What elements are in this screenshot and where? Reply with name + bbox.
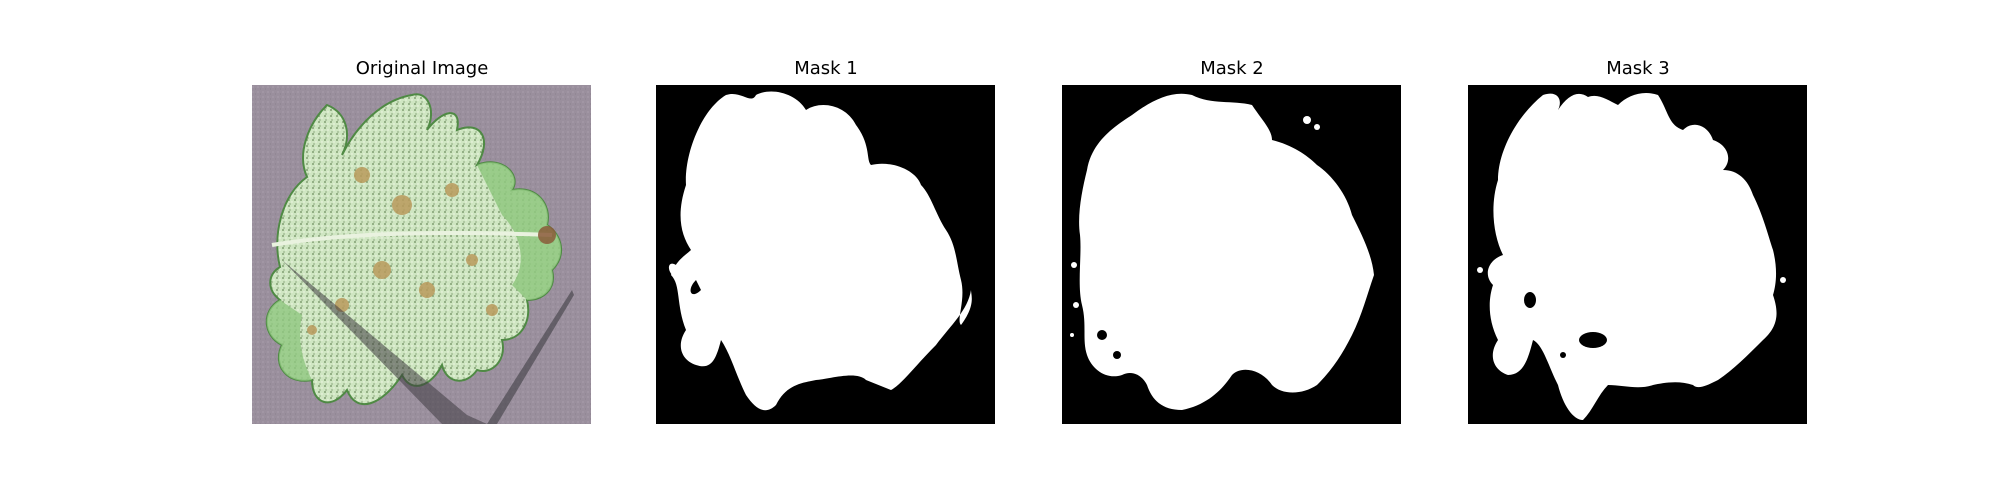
original-image xyxy=(252,85,591,424)
panel-title-mask-3: Mask 3 xyxy=(1606,58,1670,79)
mask-2-image xyxy=(1062,85,1401,424)
leaf-photo xyxy=(252,85,591,424)
mask-foreground xyxy=(671,91,972,411)
panel-title-mask-1: Mask 1 xyxy=(794,58,858,79)
mask-1 xyxy=(656,85,995,424)
leaf-lobe xyxy=(266,300,312,381)
leaf-edge xyxy=(477,162,562,300)
lesions xyxy=(307,167,556,335)
mask-1-image xyxy=(656,85,995,424)
mask-foreground xyxy=(1079,93,1374,411)
panel-title-mask-2: Mask 2 xyxy=(1200,58,1264,79)
mask-3 xyxy=(1468,85,1807,424)
mask-foreground xyxy=(1487,93,1777,420)
panel-title-original: Original Image xyxy=(355,58,489,79)
stick-shadow-2 xyxy=(487,290,574,424)
mask-2 xyxy=(1062,85,1401,424)
mask-3-image xyxy=(1468,85,1807,424)
midrib xyxy=(271,231,553,247)
